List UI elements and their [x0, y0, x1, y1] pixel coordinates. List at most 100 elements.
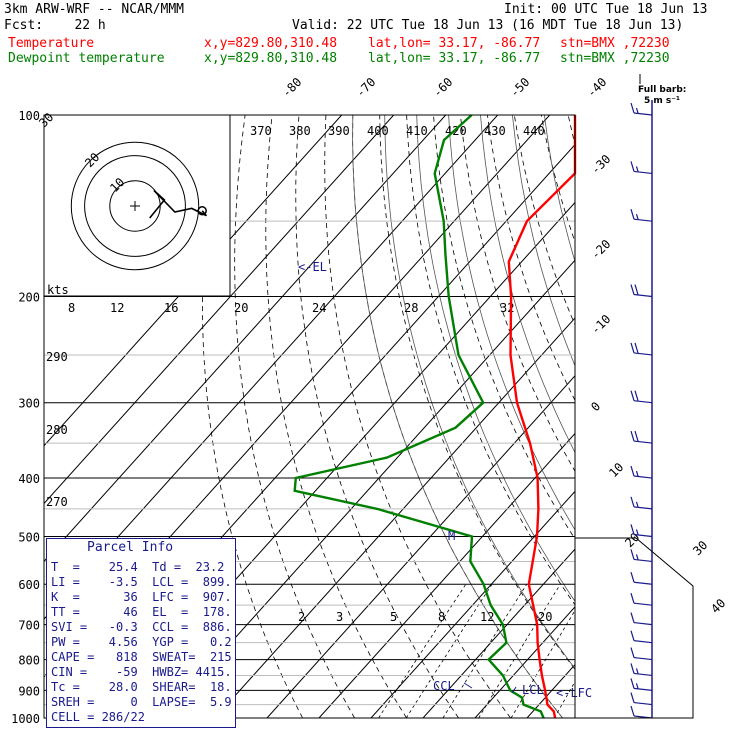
moist-adiabat	[384, 115, 575, 670]
moist-adiabat	[640, 115, 740, 718]
pressure-label: 600	[18, 578, 40, 592]
theta-label: 290	[46, 350, 68, 364]
wind-barb	[630, 705, 653, 719]
theta-e-label: 410	[406, 124, 428, 138]
barb-legend-units: 5 m s⁻¹	[644, 96, 680, 106]
isotherm-line	[162, 259, 575, 718]
isotherm-line	[44, 115, 395, 505]
isotherm-line	[735, 115, 740, 718]
isotherm-label: 40	[708, 596, 728, 616]
isotherm-label: 20	[622, 530, 642, 550]
pressure-label: 400	[18, 472, 40, 486]
wind-barb	[630, 284, 653, 298]
mixing-ratio-label: 8	[68, 301, 75, 315]
moist-adiabat	[576, 115, 740, 718]
legend-dewpoint-latlon: lat,lon= 33.17, -86.77	[368, 51, 541, 66]
isotherm-label: -70	[353, 75, 378, 100]
wind-barb	[630, 496, 653, 510]
theta-e-label: 380	[289, 124, 311, 138]
isotherm-line	[422, 548, 575, 718]
mixing-ratio-line	[405, 583, 493, 718]
mixing-ratio-label: 5	[390, 610, 397, 624]
pressure-label: 300	[18, 397, 40, 411]
isotherm-line	[579, 115, 740, 718]
moist-adiabat	[672, 115, 740, 718]
mixing-ratio-label: 3	[336, 610, 343, 624]
moist-adiabat	[448, 115, 575, 531]
dry-adiabat	[595, 115, 740, 718]
ccl-marker	[463, 682, 473, 689]
mixing-ratio-labels: 8 12 16 20 24 28 32 2 3 5 8 12 20	[68, 301, 552, 624]
forecast-hour: Fcst: 22 h	[4, 18, 106, 33]
pressure-label: 100	[18, 109, 40, 123]
dry-adiabat	[730, 115, 740, 718]
wind-barb	[630, 209, 653, 222]
legend-temperature-xy: x,y=829.80,310.48	[204, 36, 338, 51]
isotherm-line	[318, 432, 575, 718]
mixing-ratio-label: 20	[234, 301, 248, 315]
wind-barbs: Full barb:5 m s⁻¹	[630, 74, 686, 719]
dry-adiabat	[649, 115, 740, 718]
wind-barb	[630, 465, 653, 479]
isotherm-line	[44, 115, 343, 447]
isotherm-line	[526, 663, 575, 718]
isotherm-line	[370, 490, 575, 718]
isotherm-label: -60	[430, 75, 455, 100]
parcel-row: PW = 4.56 YGP = 0.2	[51, 635, 232, 649]
legend-temperature-latlon: lat,lon= 33.17, -86.77	[368, 36, 541, 51]
parcel-row: K = 36 LFC = 907.	[51, 590, 232, 604]
barb-legend-title: Full barb:	[638, 85, 686, 95]
pressure-labels: 100 200 300 400 500 600 700 800 900 1000	[11, 109, 40, 726]
parcel-row: Tc = 28.0 SHEAR= 18.	[51, 680, 232, 694]
hodograph-ring	[70, 141, 200, 271]
isotherm-label: -20	[588, 237, 613, 262]
isotherm-line	[214, 317, 575, 718]
theta-e-label: 370	[250, 124, 272, 138]
parcel-row: CIN = -59 HWBZ= 4415.	[51, 665, 232, 679]
wind-barb	[630, 572, 653, 585]
sounding-profiles	[293, 114, 577, 719]
lfc-annotation: <-LFC	[556, 686, 592, 700]
dry-adiabat	[433, 115, 575, 540]
isotherm-label: -10	[588, 312, 613, 337]
dry-adiabat	[540, 115, 575, 243]
wind-barb	[630, 647, 653, 661]
wind-barb	[630, 102, 653, 116]
el-annotation: <-EL	[298, 260, 327, 274]
pressure-label: 800	[18, 654, 40, 668]
mixing-ratio-line	[378, 583, 467, 718]
wind-barb	[630, 342, 653, 356]
pressure-label: 900	[18, 684, 40, 698]
lcl-marker	[511, 686, 517, 694]
mixing-ratio-label: 32	[500, 301, 514, 315]
isotherm-label: -80	[279, 75, 304, 100]
isotherm-line	[266, 375, 575, 718]
legend-dewpoint-xy: x,y=829.80,310.48	[204, 51, 338, 66]
wind-barb	[630, 524, 653, 538]
theta-e-label: 400	[367, 124, 389, 138]
parcel-info-title: Parcel Info	[87, 540, 174, 555]
parcel-row: TT = 46 EL = 178.	[51, 605, 232, 619]
legend-temperature: Temperature	[8, 36, 95, 51]
dry-adiabat	[567, 115, 575, 146]
theta-e-label: 430	[484, 124, 506, 138]
mixing-ratio-label: 24	[312, 301, 326, 315]
dry-adiabat	[513, 115, 575, 326]
mixing-ratio-label: 12	[110, 301, 124, 315]
wind-barb	[630, 430, 653, 444]
hodograph-trace	[149, 189, 208, 219]
isotherm-line	[44, 115, 447, 563]
isotherm-label: 10	[606, 460, 626, 480]
valid-time: Valid: 22 UTC Tue 18 Jun 13 (16 MDT Tue …	[292, 18, 684, 33]
wind-barb	[630, 692, 653, 706]
dry-adiabat	[324, 115, 511, 718]
hodograph-units: kts	[47, 283, 69, 297]
moist-adiabat	[704, 115, 740, 718]
dry-adiabat	[622, 115, 740, 718]
parcel-row: SVI = -0.3 CCL = 886.	[51, 620, 232, 634]
theta-label: 280	[46, 423, 68, 437]
dry-adiabat	[703, 115, 740, 718]
init-time: Init: 00 UTC Tue 18 Jun 13	[504, 2, 708, 17]
wind-barb	[630, 678, 653, 692]
